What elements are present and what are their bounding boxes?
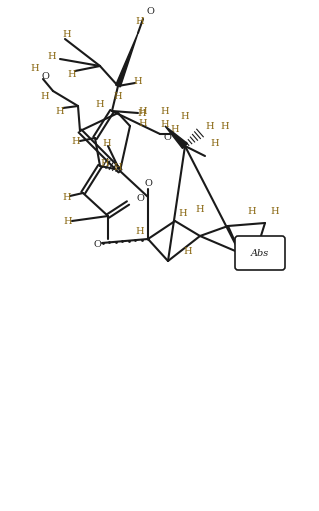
Text: H: H (56, 106, 64, 115)
Text: H: H (211, 138, 219, 148)
Text: H: H (196, 204, 204, 214)
Text: Abs: Abs (251, 248, 269, 258)
Text: O: O (146, 7, 154, 15)
Polygon shape (116, 33, 138, 87)
Text: H: H (68, 69, 76, 79)
Text: H: H (114, 91, 122, 101)
Text: O: O (144, 178, 152, 188)
Text: H: H (101, 158, 109, 168)
Text: H: H (136, 16, 144, 26)
Text: H: H (248, 206, 256, 216)
Text: H: H (271, 206, 279, 216)
Text: H: H (171, 125, 179, 133)
Text: H: H (184, 246, 192, 256)
Text: O: O (136, 194, 144, 202)
Text: O: O (93, 240, 101, 248)
Text: O: O (41, 72, 49, 81)
Text: H: H (136, 226, 144, 236)
Text: H: H (221, 122, 229, 130)
Text: H: H (206, 122, 214, 130)
Text: H: H (103, 138, 111, 148)
Text: H: H (72, 136, 80, 146)
Text: H: H (181, 111, 189, 121)
Text: H: H (63, 30, 71, 38)
Text: O: O (163, 132, 171, 142)
Text: H: H (138, 108, 146, 118)
Text: H: H (96, 100, 104, 108)
Text: H: H (64, 217, 72, 225)
Text: H: H (139, 106, 147, 115)
Text: H: H (161, 106, 169, 115)
Text: H: H (134, 77, 142, 85)
Text: H: H (48, 52, 56, 60)
Text: H: H (139, 119, 147, 128)
Polygon shape (165, 126, 188, 149)
Text: H: H (63, 193, 71, 201)
Text: H: H (179, 208, 187, 218)
Text: H: H (31, 63, 39, 73)
Text: H: H (161, 120, 169, 128)
Text: H: H (114, 162, 122, 172)
Text: H: H (41, 91, 49, 101)
FancyBboxPatch shape (235, 236, 285, 270)
